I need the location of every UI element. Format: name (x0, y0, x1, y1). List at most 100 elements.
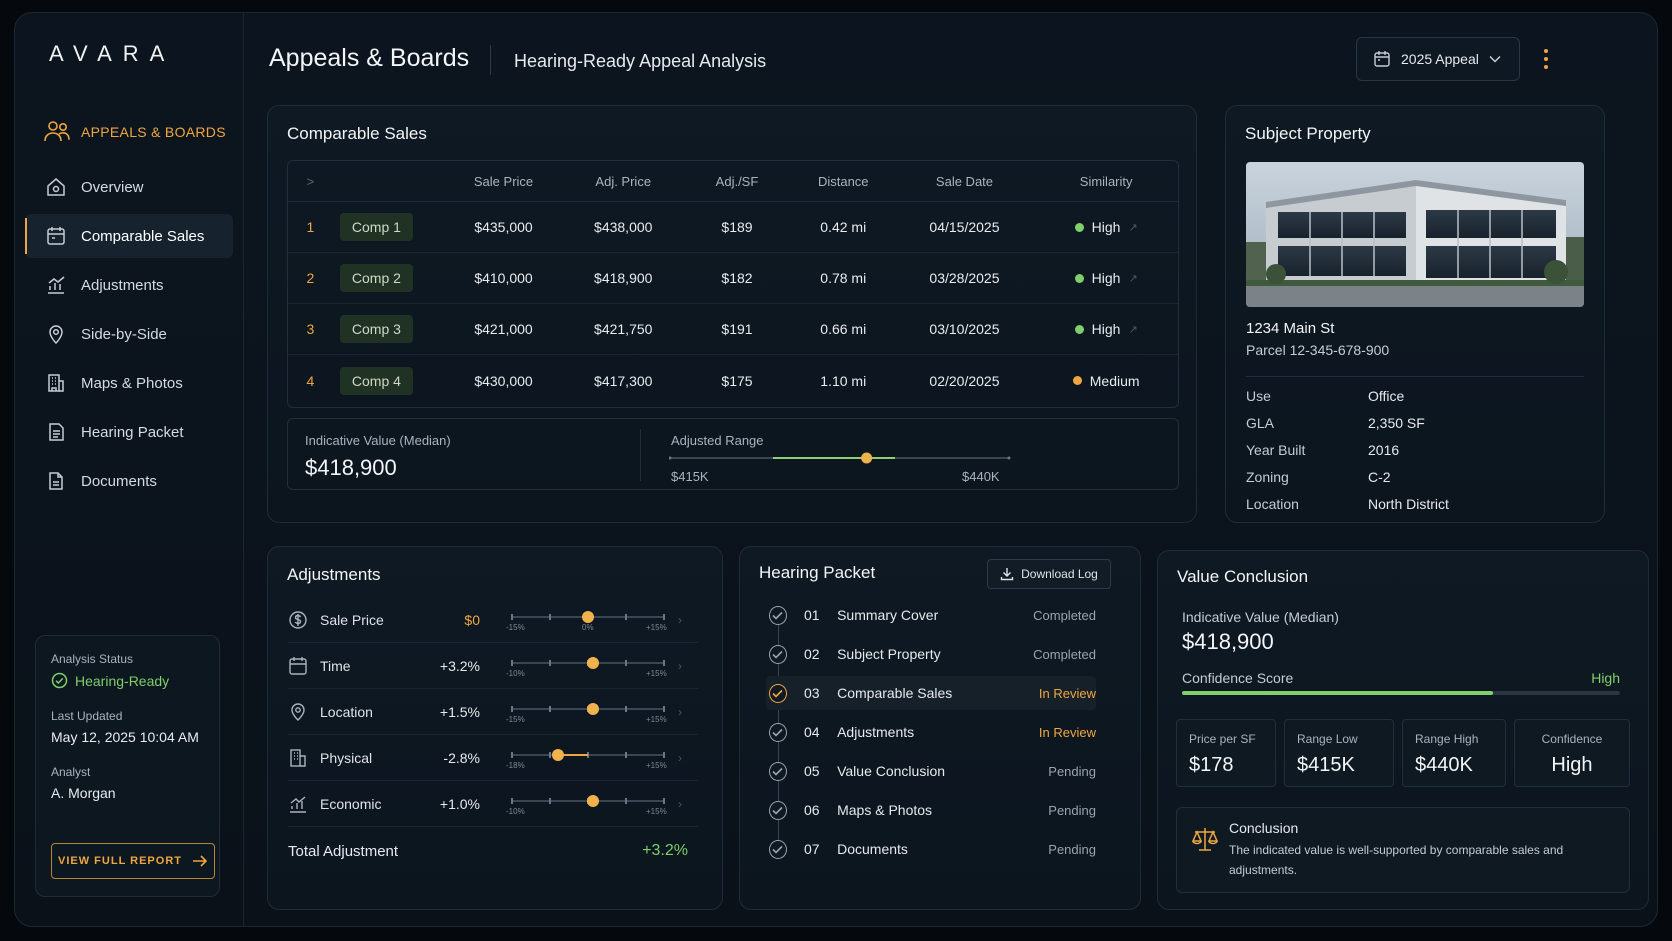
slider-knob[interactable] (551, 748, 564, 761)
sidebar-item-overview[interactable]: Overview (25, 165, 233, 209)
adjustment-row-time[interactable]: Time +3.2% -10% +15% › (288, 643, 698, 689)
item-number: 01 (803, 607, 820, 623)
distance-cell: 0.66 mi (820, 321, 867, 337)
item-name: Adjustments (837, 724, 915, 740)
column-header-adj-sf[interactable]: Adj./SF (715, 173, 759, 189)
comp-tag[interactable]: Comp 1 (339, 213, 413, 241)
comp-tag[interactable]: Comp 3 (339, 315, 413, 343)
value-conclusion-title: Value Conclusion (1177, 567, 1309, 586)
hearing-packet-item[interactable]: 02 Subject Property Completed (766, 637, 1096, 671)
item-name: Value Conclusion (837, 763, 946, 779)
column-header-distance[interactable]: Distance (817, 173, 869, 189)
appeal-year-select[interactable]: 2025 Appeal (1356, 37, 1520, 81)
view-full-report-button[interactable]: VIEW FULL REPORT (51, 843, 215, 879)
row-number: 2 (306, 270, 315, 286)
slider-knob[interactable] (586, 702, 599, 715)
distance-cell: 0.42 mi (820, 219, 867, 235)
slider-tick (625, 705, 627, 712)
more-options-icon[interactable] (1543, 47, 1549, 71)
adjustment-slider[interactable]: -18% +15% (506, 743, 668, 773)
row-arrow-icon[interactable]: ↗ (1128, 323, 1138, 336)
status-dot (1072, 376, 1082, 385)
sidebar-section-appeals[interactable]: APPEALS & BOARDS (43, 119, 226, 145)
adjustment-slider[interactable]: -10% +15% (506, 789, 668, 819)
slider-max-label: +15% (646, 668, 667, 678)
similarity-text: High (1091, 321, 1121, 337)
slider-mid-label: 0% (582, 622, 594, 632)
item-status: In Review (1038, 685, 1096, 701)
hearing-packet-item[interactable]: 03 Comparable Sales In Review (766, 676, 1096, 710)
adjustment-slider[interactable]: -15% 0% +15% (506, 605, 668, 635)
detail-label: Use (1246, 388, 1271, 404)
expand-column-header[interactable]: > (306, 173, 315, 189)
table-row[interactable]: 1 Comp 1 $435,000 $438,000 $189 0.42 mi … (288, 202, 1178, 253)
similarity-cell: Medium (1034, 373, 1178, 389)
chevron-right-icon[interactable]: › (678, 658, 682, 673)
slider-knob[interactable] (586, 656, 599, 669)
row-arrow-icon[interactable]: ↗ (1128, 272, 1138, 285)
detail-value: Office (1368, 388, 1405, 404)
slider-min-label: -18% (506, 760, 525, 770)
adjustment-row-economic[interactable]: Economic +1.0% -10% +15% › (288, 781, 698, 827)
table-row[interactable]: 3 Comp 3 $421,000 $421,750 $191 0.66 mi … (288, 304, 1178, 355)
adjustment-label: Location (320, 703, 373, 720)
adjustment-row-physical[interactable]: Physical -2.8% -18% +15% › (288, 735, 698, 781)
comp-tag[interactable]: Comp 4 (339, 366, 413, 395)
calendar-icon (289, 656, 307, 675)
sidebar-item-side-by-side[interactable]: Side-by-Side (25, 312, 233, 356)
property-address: 1234 Main St (1246, 320, 1335, 337)
item-status: In Review (1038, 724, 1096, 740)
hearing-packet-item[interactable]: 01 Summary Cover Completed (766, 598, 1096, 632)
chevron-right-icon[interactable]: › (678, 750, 682, 765)
sidebar-item-adjustments[interactable]: Adjustments (25, 263, 233, 307)
row-arrow-icon[interactable]: ↗ (1128, 221, 1138, 234)
chevron-right-icon[interactable]: › (678, 796, 682, 811)
column-header-sale-price[interactable]: Sale Price (473, 173, 534, 189)
check-circle-icon (769, 683, 787, 703)
sale-price-cell: $421,000 (474, 321, 533, 337)
property-photo[interactable] (1246, 162, 1584, 307)
column-header-sale-date[interactable]: Sale Date (935, 173, 994, 189)
adjustment-value: -2.8% (443, 749, 480, 766)
table-row[interactable]: 2 Comp 2 $410,000 $418,900 $182 0.78 mi … (288, 253, 1178, 304)
chevron-right-icon[interactable]: › (678, 612, 682, 627)
home-icon (47, 178, 65, 196)
strip-divider (640, 429, 641, 481)
building-icon (48, 374, 64, 392)
table-row[interactable]: 4 Comp 4 $430,000 $417,300 $175 1.10 mi … (288, 355, 1178, 406)
row-number: 3 (306, 321, 315, 337)
adjustment-slider[interactable]: -15% +15% (506, 697, 668, 727)
document-icon (49, 423, 64, 441)
slider-knob[interactable] (586, 794, 599, 807)
hearing-packet-item[interactable]: 07 Documents Pending (766, 832, 1096, 866)
last-updated-value: May 12, 2025 10:04 AM (51, 729, 199, 745)
column-header-similarity[interactable]: Similarity (1079, 173, 1133, 189)
slider-min-label: -15% (506, 714, 525, 724)
slider-knob[interactable] (582, 610, 594, 623)
sidebar-item-maps-photos[interactable]: Maps & Photos (25, 361, 233, 405)
detail-value: North District (1368, 496, 1449, 512)
sidebar-item-documents[interactable]: Documents (25, 459, 233, 503)
adjustment-row-location[interactable]: Location +1.5% -15% +15% › (288, 689, 698, 735)
analyst-value: A. Morgan (51, 785, 116, 801)
slider-max-label: +15% (646, 714, 667, 724)
slider-min-label: -15% (506, 622, 525, 632)
download-log-button[interactable]: Download Log (987, 559, 1111, 589)
sidebar-item-hearing-packet[interactable]: Hearing Packet (25, 410, 233, 454)
item-number: 04 (803, 724, 820, 740)
status-dot (1074, 324, 1084, 334)
subject-property-panel: Subject Property (1225, 105, 1605, 523)
hearing-packet-item[interactable]: 05 Value Conclusion Pending (766, 754, 1096, 788)
hearing-packet-item[interactable]: 06 Maps & Photos Pending (766, 793, 1096, 827)
hearing-packet-item[interactable]: 04 Adjustments In Review (766, 715, 1096, 749)
chevron-right-icon[interactable]: › (678, 704, 682, 719)
slider-max-label: +15% (646, 760, 667, 770)
status-text: Hearing-Ready (75, 672, 170, 689)
slider-tick (511, 751, 513, 758)
slider-tick (549, 751, 551, 758)
adjustment-slider[interactable]: -10% +15% (506, 651, 668, 681)
adjustment-row-sale-price[interactable]: Sale Price $0 -15% 0% +15% › (288, 597, 698, 643)
comp-tag[interactable]: Comp 2 (339, 264, 413, 292)
column-header-adj-price[interactable]: Adj. Price (595, 173, 652, 189)
sidebar-item-comparable-sales[interactable]: Comparable Sales (25, 214, 233, 258)
